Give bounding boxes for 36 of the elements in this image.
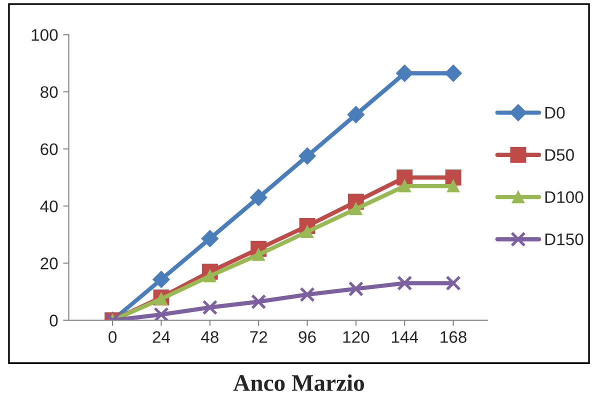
x-tick-label: 48: [201, 331, 218, 343]
y-tick-label: 100: [32, 29, 58, 41]
x-tick-label: 144: [392, 331, 418, 343]
point: [250, 294, 266, 310]
y-tick-label: 20: [40, 258, 58, 270]
y-tick-label: 60: [40, 143, 58, 156]
legend-label: D100: [545, 191, 584, 204]
point: [152, 270, 170, 288]
point: [201, 230, 218, 248]
point: [347, 106, 364, 124]
point: [250, 188, 268, 206]
point: [300, 286, 315, 302]
point: [396, 276, 412, 291]
point: [398, 180, 411, 192]
y-tick-label: 0: [50, 314, 58, 326]
x-tick-label: 24: [152, 331, 170, 343]
legend-label: D150: [545, 233, 584, 246]
x-tick-label: 96: [298, 331, 316, 343]
x-tick-label: 72: [250, 331, 268, 343]
x-tick-label: 168: [440, 331, 466, 343]
point: [298, 148, 316, 165]
point: [446, 276, 461, 291]
point: [396, 64, 414, 82]
point: [447, 180, 460, 192]
point: [202, 300, 218, 316]
legend-label: D50: [545, 149, 574, 161]
x-tick-label: 120: [343, 331, 370, 343]
y-tick-label: 80: [40, 86, 58, 98]
point: [154, 306, 169, 320]
x-tick-label: 0: [108, 331, 117, 343]
legend-label: D0: [545, 106, 565, 119]
y-tick-label: 40: [40, 200, 58, 212]
text: Anco Marzio: [233, 374, 364, 391]
point: [350, 202, 362, 216]
point: [444, 64, 462, 82]
point: [348, 281, 364, 297]
